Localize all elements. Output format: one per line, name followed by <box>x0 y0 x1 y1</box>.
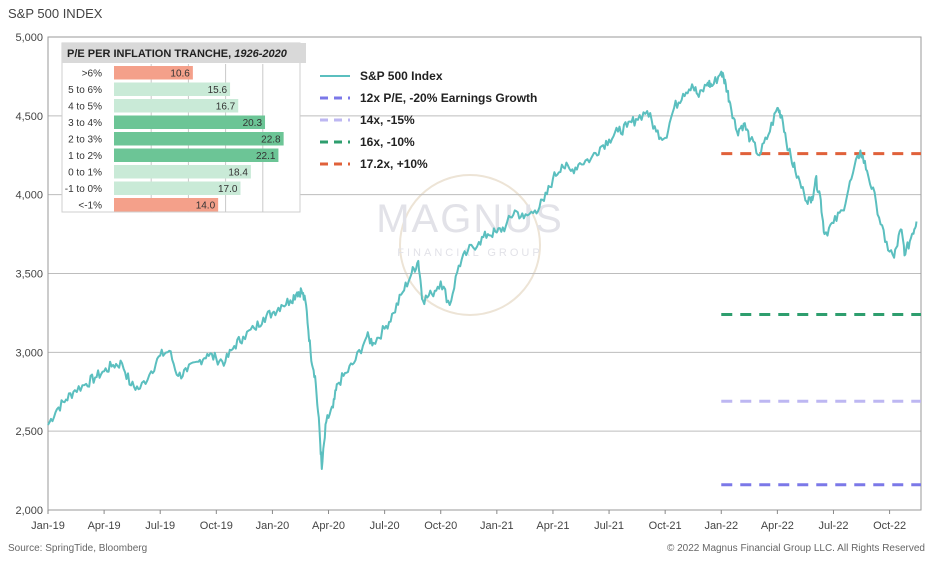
inset-chart: P/E PER INFLATION TRANCHE, 1926-2020 >6% 1… <box>61 42 306 213</box>
inset-value-label: 20.3 <box>243 118 263 129</box>
inset-value-label: 16.7 <box>216 102 236 113</box>
inset-bar <box>114 165 251 179</box>
y-tick-label: 2,000 <box>15 505 43 517</box>
x-tick-label: Oct-21 <box>649 520 682 532</box>
y-tick-label: 4,000 <box>15 190 43 202</box>
inset-bar <box>114 66 193 80</box>
inset-category-label: 3 to 4% <box>68 118 102 129</box>
legend-label: 17.2x, +10% <box>360 157 428 171</box>
x-tick-label: Jul-19 <box>145 520 175 532</box>
inset-value-label: 18.4 <box>228 168 248 179</box>
legend-label: 16x, -10% <box>360 135 415 149</box>
inset-category-label: -1 to 0% <box>65 184 102 195</box>
x-tick-label: Jan-20 <box>256 520 290 532</box>
legend-label: 14x, -15% <box>360 113 415 127</box>
x-tick-label: Jan-22 <box>704 520 738 532</box>
inset-category-label: 1 to 2% <box>68 151 102 162</box>
inset-category-label: 4 to 5% <box>68 102 102 113</box>
series-line <box>47 70 918 470</box>
inset-value-label: 14.0 <box>196 201 216 212</box>
inset-category-label: <-1% <box>78 201 102 212</box>
source-note: Source: SpringTide, Bloomberg <box>8 543 148 554</box>
x-tick-label: Jul-22 <box>818 520 848 532</box>
inset-bar <box>114 132 284 146</box>
legend: S&P 500 Index 12x P/E, -20% Earnings Grow… <box>320 69 537 171</box>
x-tick-label: Jul-20 <box>370 520 400 532</box>
y-tick-label: 2,500 <box>15 426 43 438</box>
inset-bar <box>114 99 239 113</box>
x-tick-label: Jan-21 <box>480 520 514 532</box>
inset-value-label: 22.1 <box>256 151 276 162</box>
inset-category-label: 5 to 6% <box>68 85 102 96</box>
watermark-subtext: FINANCIAL GROUP <box>397 247 542 259</box>
inset-bar <box>114 82 231 96</box>
inset-bar <box>114 115 266 129</box>
inset-value-label: 10.6 <box>170 69 190 80</box>
inset-title: P/E PER INFLATION TRANCHE, 1926-2020 <box>67 48 288 60</box>
inset-bar <box>114 148 279 162</box>
inset-value-label: 15.6 <box>208 85 228 96</box>
inset-bar <box>114 181 241 195</box>
x-tick-label: Jan-19 <box>31 520 65 532</box>
inset-value-label: 22.8 <box>261 135 281 146</box>
inset-category-label: >6% <box>82 69 102 80</box>
inset-title-bar <box>62 43 306 63</box>
inset-title-main: P/E PER INFLATION TRANCHE, <box>67 48 234 60</box>
series-group <box>47 70 918 470</box>
axes: 2,000 2,500 3,000 3,500 4,000 4,500 5,000 Jan-1… <box>15 32 906 532</box>
watermark-text: MAGNUS <box>376 197 564 241</box>
x-tick-label: Jul-21 <box>594 520 624 532</box>
x-tick-label: Apr-22 <box>761 520 794 532</box>
inset-category-label: 2 to 3% <box>68 135 102 146</box>
x-tick-label: Apr-21 <box>536 520 569 532</box>
watermark-ring <box>399 174 541 316</box>
x-tick-label: Apr-20 <box>312 520 345 532</box>
x-tick-label: Oct-22 <box>873 520 906 532</box>
legend-label: 12x P/E, -20% Earnings Growth <box>360 91 537 105</box>
x-tick-label: Oct-19 <box>200 520 233 532</box>
reference-lines <box>721 152 921 487</box>
y-tick-label: 3,500 <box>15 269 43 281</box>
watermark-logo: MAGNUS FINANCIAL GROUP <box>376 174 564 316</box>
legend-label: S&P 500 Index <box>360 69 443 83</box>
y-tick-label: 4,500 <box>15 111 43 123</box>
x-tick-label: Apr-19 <box>88 520 121 532</box>
x-tick-label: Oct-20 <box>424 520 457 532</box>
inset-category-label: 0 to 1% <box>68 168 102 179</box>
inset-title-years: 1926-2020 <box>234 48 287 60</box>
inset-value-label: 17.0 <box>218 184 238 195</box>
copyright-note: © 2022 Magnus Financial Group LLC. All R… <box>666 543 925 554</box>
y-tick-label: 5,000 <box>15 32 43 44</box>
plot-frame <box>47 36 922 511</box>
y-tick-label: 3,000 <box>15 347 43 359</box>
inset-bar <box>114 198 219 212</box>
chart-title: S&P 500 INDEX <box>8 6 103 21</box>
